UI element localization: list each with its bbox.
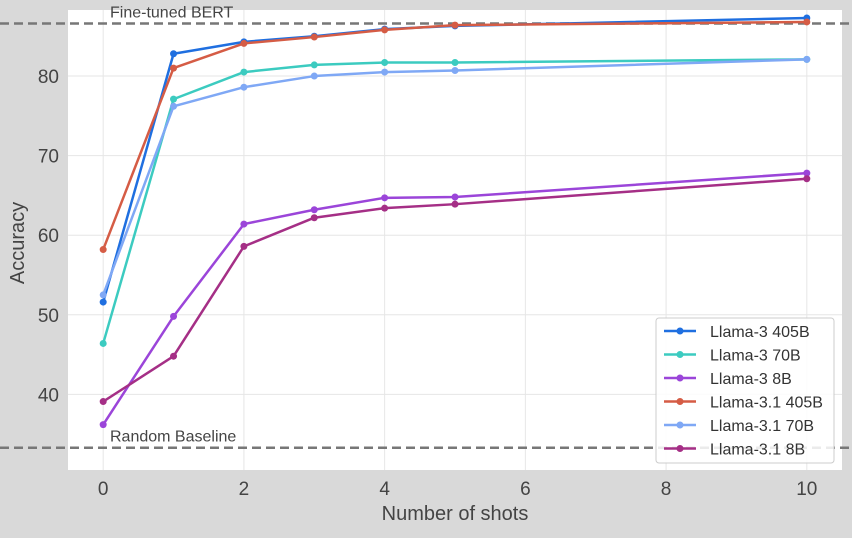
legend-swatch-marker [676,445,684,452]
data-point [240,68,248,76]
y-tick-label: 80 [38,67,59,88]
series-group [99,169,811,429]
x-tick-label: 2 [239,479,250,500]
data-point [170,95,178,103]
data-point [240,83,248,91]
legend-swatch-marker [676,374,684,382]
data-point [240,242,248,250]
legend-label: Llama-3.1 405B [710,395,823,412]
x-tick-label: 0 [98,479,109,500]
data-point [803,18,811,26]
y-axis-label: Accuracy [7,202,29,284]
y-tick-label: 50 [38,306,59,327]
data-point [310,33,318,41]
legend-label: Llama-3 405B [710,324,810,341]
x-tick-label: 6 [520,479,531,500]
data-point [99,339,107,347]
legend-box [655,317,835,464]
data-point [99,291,107,299]
data-point [381,68,389,76]
data-point [451,193,459,201]
data-point [381,26,389,34]
data-point [99,298,107,306]
x-tick-label: 8 [661,479,672,500]
y-tick-label: 40 [38,385,59,406]
data-point [803,169,811,177]
data-point [451,200,459,208]
y-tick-label: 70 [38,147,59,168]
legend-item: Llama-3 70B [664,348,801,365]
data-point [451,21,459,29]
legend-item: Llama-3 405B [664,324,810,341]
data-point [310,206,318,214]
reference-line-label: Fine-tuned BERT [110,5,234,22]
data-point [451,66,459,74]
legend-swatch-marker [676,421,684,429]
legend-item: Llama-3.1 70B [664,418,814,435]
data-point [170,312,178,320]
legend-item: Llama-3 8B [664,371,792,388]
legend-item: Llama-3.1 405B [664,395,823,412]
data-point [240,39,248,47]
legend-label: Llama-3 8B [710,371,792,388]
series-group [99,18,811,254]
x-tick-label: 10 [796,479,817,500]
data-point [170,64,178,72]
data-point [381,59,389,67]
data-point [310,214,318,222]
legend: Llama-3 405B Llama-3 70B Llama-3 8B Llama-3… [655,317,835,464]
legend-swatch-marker [676,398,684,405]
y-tick-label: 60 [38,226,59,247]
data-point [99,421,107,429]
data-point [381,204,389,212]
data-point [170,102,178,110]
x-tick-label: 4 [379,479,390,500]
data-point [99,246,107,254]
data-point [381,194,389,202]
data-point [240,220,248,228]
legend-label: Llama-3 70B [710,348,801,365]
x-axis-label: Number of shots [382,503,529,525]
data-point [803,175,811,183]
tick-labels: 0 2 4 6 8 10 40 50 60 70 80 [38,67,818,500]
reference-line-label: Random Baseline [110,429,236,446]
legend-swatch-marker [676,327,684,335]
data-point [99,398,107,406]
legend-item: Llama-3.1 8B [664,442,805,459]
legend-swatch-marker [676,351,684,358]
data-point [803,55,811,63]
reference-lines: Fine-tuned BERT Random Baseline [0,5,852,449]
legend-label: Llama-3.1 70B [710,418,814,435]
series-group [99,175,811,406]
data-point [310,61,318,69]
data-point [170,50,178,58]
series-group [99,55,811,347]
legend-label: Llama-3.1 8B [710,442,805,459]
data-point [451,59,459,67]
data-point [310,72,318,80]
series-group [99,55,811,299]
series [99,14,811,429]
data-point [170,352,178,360]
